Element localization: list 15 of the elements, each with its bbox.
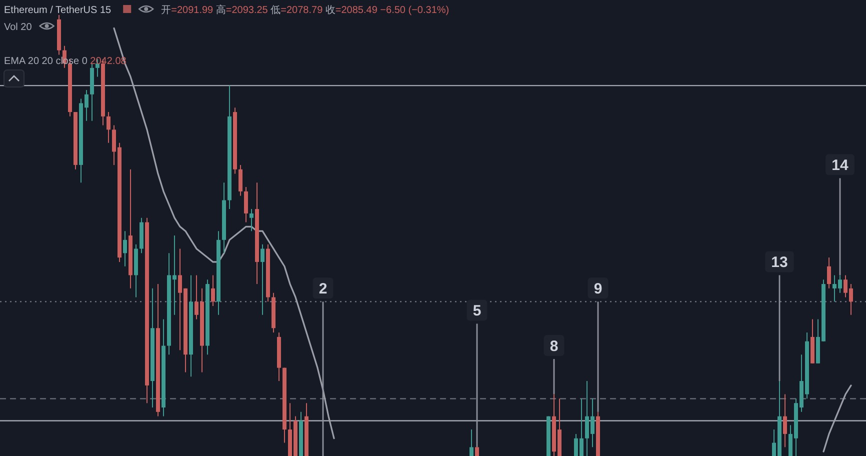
series-label: 14	[832, 157, 849, 174]
series-name: 9	[588, 278, 608, 299]
series-name: 13	[765, 251, 794, 272]
annotation: Ethereum / TetherUS 15	[4, 5, 112, 16]
series-label: 5	[472, 302, 482, 320]
series-name: 14	[826, 154, 854, 176]
series-label: 8	[550, 338, 558, 355]
series-name: 8	[544, 334, 564, 356]
series-label: 2	[318, 280, 328, 298]
annotation: 开=2091.99 高=2093.25 低=2078.79 收=2085.49 −6.50 (−0.31%)	[161, 5, 450, 16]
series-name: 2	[312, 278, 334, 299]
series-name: 5	[466, 300, 488, 321]
series-label: 9	[594, 280, 602, 298]
series-label: 13	[771, 254, 788, 272]
annotation: Vol 20	[4, 22, 32, 33]
